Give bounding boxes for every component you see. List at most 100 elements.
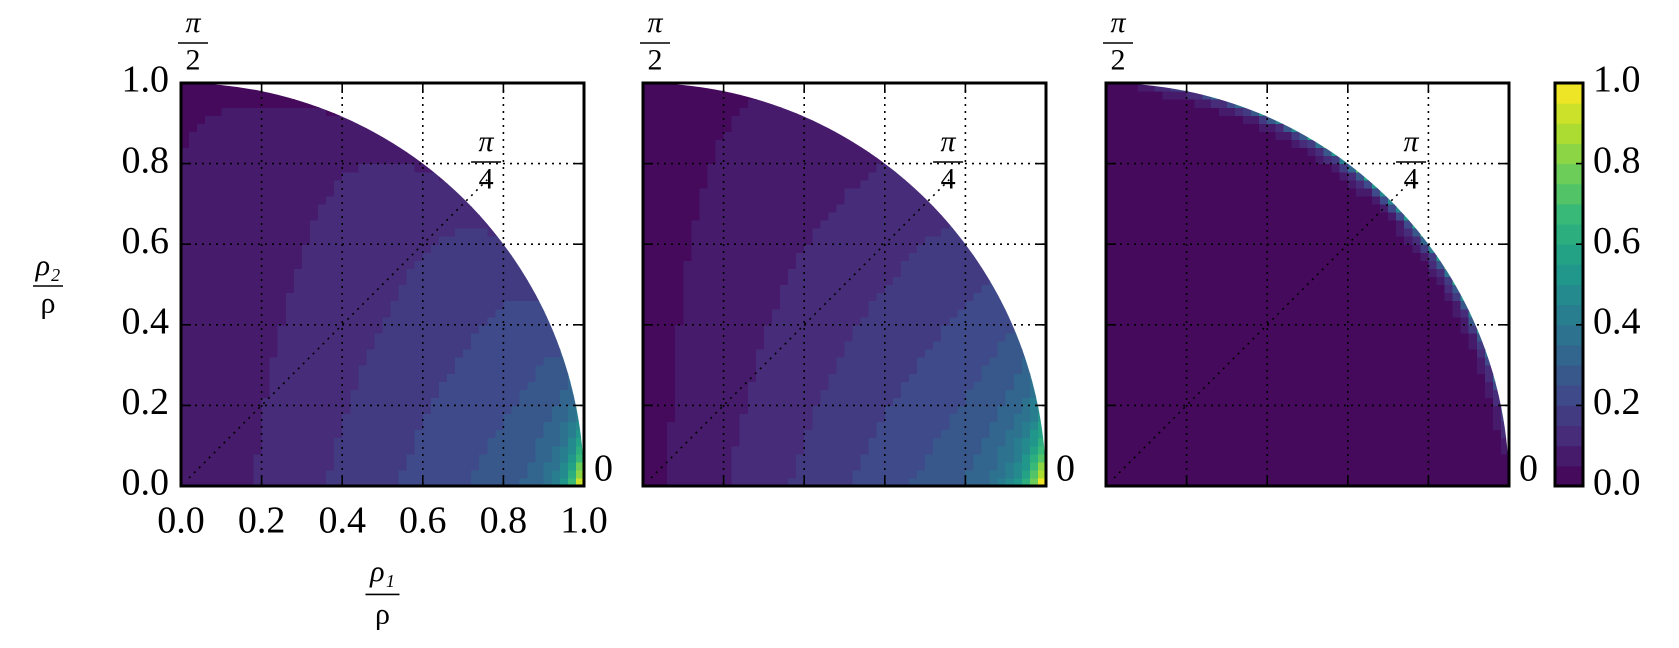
contour-cell bbox=[973, 461, 983, 471]
contour-cell bbox=[318, 228, 327, 237]
contour-cell bbox=[1202, 300, 1212, 310]
contour-cell bbox=[301, 324, 311, 334]
contour-cell bbox=[804, 340, 813, 350]
contour-cell bbox=[804, 397, 813, 406]
contour-cell bbox=[390, 348, 400, 358]
contour-cell bbox=[213, 244, 222, 253]
contour-cell bbox=[1186, 373, 1196, 382]
contour-cell bbox=[301, 357, 311, 366]
contour-cell bbox=[788, 381, 797, 390]
contour-cell bbox=[366, 123, 376, 132]
contour-cell bbox=[1122, 316, 1131, 326]
contour-cell bbox=[487, 324, 496, 334]
contour-cell bbox=[949, 300, 958, 310]
contour-cell bbox=[804, 203, 813, 213]
contour-cell bbox=[925, 324, 934, 334]
contour-cell bbox=[844, 445, 854, 455]
contour-cell bbox=[900, 187, 910, 197]
contour-cell bbox=[213, 171, 222, 181]
contour-cell bbox=[1146, 131, 1155, 141]
contour-cell bbox=[446, 268, 456, 278]
contour-cell bbox=[197, 123, 206, 132]
contour-cell bbox=[229, 389, 239, 398]
contour-cell bbox=[197, 107, 206, 116]
contour-cell bbox=[723, 131, 733, 141]
contour-cell bbox=[651, 244, 660, 253]
contour-cell bbox=[1013, 348, 1023, 358]
contour-cell bbox=[796, 389, 805, 398]
fraction-denominator: 2 bbox=[186, 43, 201, 76]
contour-cell bbox=[390, 365, 400, 374]
contour-cell bbox=[527, 308, 537, 318]
contour-cell bbox=[189, 171, 198, 181]
contour-cell bbox=[487, 357, 496, 366]
contour-cell bbox=[285, 91, 295, 100]
contour-cell bbox=[181, 332, 190, 342]
contour-cell bbox=[844, 437, 854, 447]
contour-cell bbox=[651, 332, 660, 342]
contour-cell bbox=[374, 445, 384, 455]
contour-cell bbox=[1122, 131, 1131, 141]
contour-cell bbox=[651, 236, 660, 245]
contour-cell bbox=[334, 477, 343, 486]
contour-cell bbox=[868, 357, 878, 366]
contour-cell bbox=[965, 445, 975, 455]
contour-cell bbox=[269, 348, 279, 358]
contour-cell bbox=[189, 83, 198, 92]
contour-cell bbox=[965, 332, 975, 342]
contour-cell bbox=[374, 308, 384, 318]
contour-cell bbox=[1194, 340, 1204, 350]
contour-cell bbox=[446, 284, 456, 294]
contour-cell bbox=[229, 413, 239, 423]
contour-cell bbox=[788, 300, 797, 310]
contour-cell bbox=[844, 365, 854, 374]
contour-cell bbox=[691, 389, 701, 398]
contour-cell bbox=[189, 324, 198, 334]
contour-cell bbox=[1170, 244, 1180, 253]
contour-cell bbox=[812, 179, 821, 189]
contour-cell bbox=[1037, 469, 1046, 479]
contour-cell bbox=[237, 171, 247, 181]
contour-cell bbox=[651, 397, 660, 406]
contour-cell bbox=[788, 131, 797, 141]
contour-cell bbox=[221, 373, 230, 382]
contour-cell bbox=[430, 421, 440, 431]
contour-cell bbox=[699, 131, 709, 141]
contour-cell bbox=[933, 324, 942, 334]
contour-cell bbox=[430, 445, 440, 455]
contour-cell bbox=[755, 365, 765, 374]
contour-cell bbox=[1226, 365, 1236, 374]
contour-cell bbox=[771, 171, 781, 181]
contour-cell bbox=[715, 373, 725, 382]
contour-cell bbox=[358, 139, 367, 149]
contour-cell bbox=[205, 421, 214, 431]
contour-cell bbox=[277, 131, 287, 141]
contour-cell bbox=[1210, 284, 1220, 294]
contour-cell bbox=[181, 195, 190, 205]
contour-cell bbox=[471, 381, 480, 390]
contour-cell bbox=[723, 236, 733, 245]
contour-cell bbox=[438, 236, 448, 245]
y-tick-label: 0.4 bbox=[122, 301, 170, 343]
contour-cell bbox=[691, 316, 701, 326]
contour-cell bbox=[917, 268, 926, 278]
contour-cell bbox=[358, 187, 367, 197]
contour-cell bbox=[543, 413, 553, 423]
contour-cell bbox=[949, 469, 958, 479]
contour-cell bbox=[925, 284, 934, 294]
contour-cell bbox=[350, 195, 359, 205]
contour-cell bbox=[755, 389, 765, 398]
contour-cell bbox=[1106, 477, 1115, 486]
contour-cell bbox=[487, 220, 496, 229]
contour-cell bbox=[245, 252, 255, 261]
contour-cell bbox=[1218, 268, 1228, 278]
contour-cell bbox=[755, 163, 765, 173]
contour-cell bbox=[659, 187, 668, 197]
contour-cell bbox=[326, 332, 335, 342]
contour-cell bbox=[812, 437, 821, 447]
contour-cell bbox=[261, 179, 271, 189]
contour-cell bbox=[229, 155, 239, 165]
contour-cell bbox=[503, 405, 513, 415]
contour-cell bbox=[723, 469, 733, 479]
contour-cell bbox=[189, 260, 198, 269]
